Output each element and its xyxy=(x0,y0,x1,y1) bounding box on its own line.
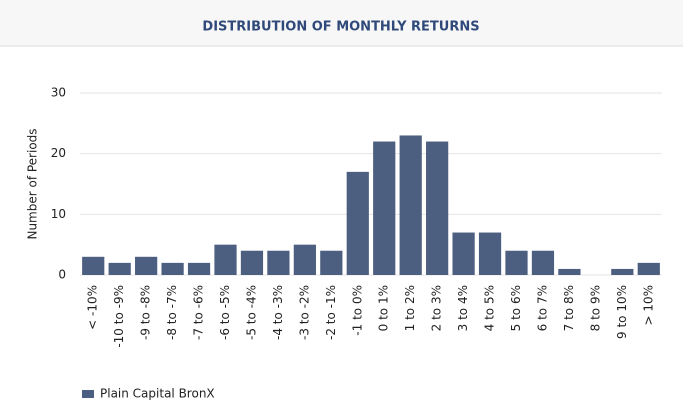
bar xyxy=(531,250,555,275)
x-tick-label: 0 to 1% xyxy=(377,285,391,331)
bar xyxy=(426,141,449,275)
bar xyxy=(478,232,502,275)
legend-swatch xyxy=(82,390,94,398)
bar xyxy=(399,135,422,275)
y-axis-label: Number of Periods xyxy=(26,128,40,239)
x-tick-label: 3 to 4% xyxy=(456,285,470,331)
x-tick-label: 1 to 2% xyxy=(403,285,417,331)
x-tick-label: 9 to 10% xyxy=(615,285,629,339)
x-tick-label: 4 to 5% xyxy=(483,285,497,331)
bar xyxy=(346,171,369,275)
x-tick-label: 8 to 9% xyxy=(588,285,602,331)
bar xyxy=(267,250,290,275)
bar xyxy=(373,141,396,275)
bar xyxy=(505,250,528,275)
bar xyxy=(293,244,316,275)
x-tick-label: -4 to -3% xyxy=(271,285,285,340)
bar xyxy=(108,262,131,275)
y-tick-label: 0 xyxy=(58,268,66,282)
bar xyxy=(240,250,264,275)
x-tick-label: -6 to -5% xyxy=(218,285,232,340)
x-tick-label: -2 to -1% xyxy=(324,285,338,340)
x-tick-label: -8 to -7% xyxy=(165,285,179,340)
y-tick-label: 20 xyxy=(51,146,66,160)
bar xyxy=(558,268,581,275)
x-tick-label: -7 to -6% xyxy=(192,285,206,340)
x-tick-label: > 10% xyxy=(641,285,655,326)
x-tick-label: 6 to 7% xyxy=(535,285,549,331)
x-tick-label: < -10% xyxy=(86,285,100,330)
x-tick-label: -9 to -8% xyxy=(139,285,153,340)
bar xyxy=(161,262,184,275)
y-tick-label: 10 xyxy=(51,207,66,221)
x-tick-label: -10 to -9% xyxy=(112,285,126,348)
x-tick-label: 5 to 6% xyxy=(509,285,523,331)
header-band xyxy=(0,0,683,46)
x-tick-label: -3 to -2% xyxy=(297,285,311,340)
bar xyxy=(135,256,158,275)
bar xyxy=(82,256,105,275)
x-tick-label: -5 to -4% xyxy=(244,285,258,340)
bar xyxy=(452,232,475,275)
bar xyxy=(611,268,634,275)
bar xyxy=(214,244,237,275)
bar xyxy=(637,262,660,275)
bar xyxy=(320,250,343,275)
chart-title: DISTRIBUTION OF MONTHLY RETURNS xyxy=(202,20,479,35)
x-tick-label: -1 to 0% xyxy=(350,285,364,336)
legend-label: Plain Capital BronX xyxy=(100,387,215,401)
y-tick-label: 30 xyxy=(51,86,66,100)
x-tick-label: 7 to 8% xyxy=(562,285,576,331)
x-tick-label: 2 to 3% xyxy=(430,285,444,331)
bar xyxy=(187,262,211,275)
